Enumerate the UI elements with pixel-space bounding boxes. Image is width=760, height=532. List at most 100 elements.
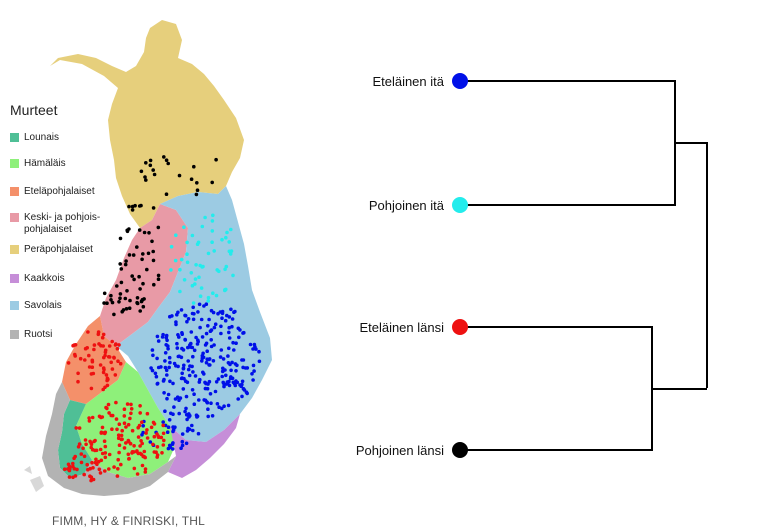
- sample-dot: [101, 370, 106, 375]
- sample-dot: [192, 164, 196, 169]
- sample-dot: [98, 363, 103, 367]
- sample-dot: [123, 262, 128, 267]
- sample-dot: [166, 344, 170, 348]
- sample-dot: [101, 344, 105, 348]
- sample-dot: [126, 438, 131, 443]
- sample-dot: [187, 373, 192, 378]
- sample-dot: [195, 415, 199, 419]
- sample-dot: [73, 474, 78, 478]
- sample-dot: [189, 177, 194, 181]
- sample-dot: [223, 267, 227, 272]
- sample-dot: [194, 335, 198, 340]
- sample-dot: [113, 373, 118, 377]
- sample-dot: [156, 277, 161, 282]
- sample-dot: [224, 264, 229, 269]
- sample-dot: [103, 431, 107, 436]
- sample-dot: [163, 351, 168, 355]
- sample-dot: [204, 331, 209, 336]
- sample-dot: [155, 334, 160, 339]
- leaf-marker: [452, 73, 468, 89]
- sample-dot: [112, 356, 116, 360]
- sample-dot: [200, 224, 205, 229]
- legend-swatch: [10, 187, 19, 196]
- sample-dot: [116, 457, 120, 462]
- sample-dot: [109, 360, 113, 365]
- sample-dot: [161, 431, 166, 436]
- sample-dot: [232, 348, 236, 352]
- sample-dot: [229, 249, 234, 253]
- sample-dot: [152, 282, 156, 287]
- sample-dot: [135, 300, 139, 305]
- sample-dot: [216, 377, 221, 381]
- sample-dot: [110, 300, 115, 305]
- sample-dot: [137, 228, 142, 232]
- sample-dot: [198, 325, 202, 330]
- sample-dot: [180, 371, 184, 376]
- sample-dot: [180, 432, 185, 436]
- sample-dot: [112, 465, 116, 469]
- sample-dot: [221, 380, 225, 385]
- sample-dot: [257, 349, 261, 354]
- sample-dot: [115, 427, 119, 432]
- sample-dot: [254, 347, 258, 351]
- sample-dot: [187, 427, 192, 432]
- sample-dot: [145, 267, 149, 272]
- sample-dot: [98, 447, 103, 452]
- sample-dot: [131, 253, 136, 257]
- sample-dot: [219, 348, 224, 352]
- sample-dot: [119, 267, 124, 271]
- sample-dot: [231, 340, 235, 345]
- sample-dot: [229, 368, 233, 373]
- sample-dot: [207, 317, 211, 322]
- sample-dot: [107, 467, 111, 471]
- sample-dot: [117, 450, 121, 455]
- sample-dot: [175, 346, 180, 350]
- sample-dot: [236, 326, 241, 331]
- sample-dot: [173, 258, 178, 263]
- sample-dot: [107, 452, 112, 457]
- sample-dot: [207, 379, 212, 384]
- sample-dot: [217, 405, 221, 410]
- sample-dot: [220, 237, 224, 242]
- sample-dot: [228, 362, 232, 367]
- sample-dot: [163, 359, 167, 363]
- sample-dot: [78, 356, 83, 361]
- sample-dot: [166, 392, 171, 397]
- sample-dot: [193, 374, 198, 378]
- sample-dot: [168, 379, 172, 384]
- sample-dot: [198, 294, 203, 299]
- sample-dot: [169, 411, 173, 416]
- sample-dot: [166, 425, 171, 430]
- sample-dot: [166, 347, 170, 351]
- sample-dot: [186, 359, 190, 363]
- sample-dot: [151, 206, 156, 210]
- sample-dot: [240, 394, 244, 399]
- sample-dot: [214, 293, 219, 298]
- sample-dot: [148, 158, 153, 163]
- sample-dot: [250, 372, 254, 376]
- sample-dot: [105, 301, 109, 306]
- sample-dot: [229, 227, 233, 232]
- sample-dot: [167, 365, 171, 370]
- sample-dot: [90, 460, 94, 465]
- legend-swatch: [10, 330, 19, 339]
- sample-dot: [114, 417, 119, 421]
- legend-label: Peräpohjalaiset: [24, 244, 93, 255]
- sample-dot: [190, 233, 195, 238]
- sample-dot: [151, 258, 156, 263]
- sample-dot: [181, 387, 186, 391]
- sample-dot: [191, 370, 195, 374]
- sample-dot: [139, 439, 143, 443]
- sample-dot: [163, 365, 168, 370]
- sample-dot: [109, 298, 113, 302]
- sample-dot: [140, 299, 144, 303]
- sample-dot: [118, 292, 123, 296]
- sample-dot: [227, 383, 232, 388]
- sample-dot: [116, 467, 120, 471]
- sample-dot: [205, 349, 209, 354]
- sample-dot: [127, 204, 131, 209]
- sample-dot: [220, 374, 224, 379]
- sample-dot: [180, 376, 184, 380]
- sample-dot: [232, 310, 236, 315]
- sample-dot: [227, 336, 232, 340]
